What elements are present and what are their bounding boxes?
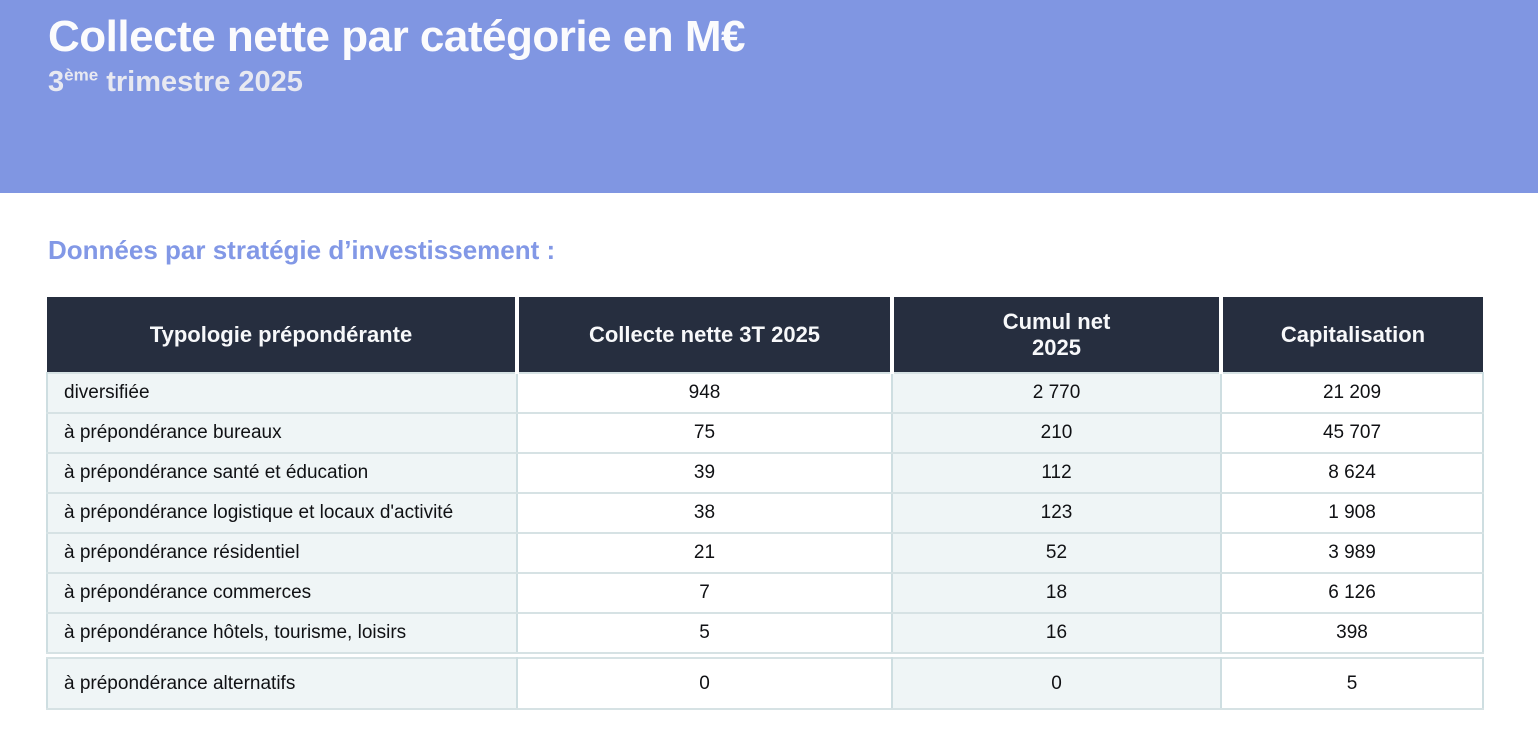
row-label-cell: à prépondérance santé et éducation [46, 452, 518, 494]
header-banner: Collecte nette par catégorie en M€ 3ème … [0, 0, 1538, 193]
data-table: Typologie prépondérante Collecte nette 3… [46, 297, 1484, 710]
collecte-nette-value-cell: 7 [516, 572, 893, 614]
table-header-row: Typologie prépondérante Collecte nette 3… [47, 297, 1483, 373]
row-label-cell: à prépondérance alternatifs [46, 657, 518, 710]
section-heading: Données par stratégie d’investissement : [48, 235, 556, 265]
table-row: à prépondérance bureaux 75 210 45 707 [46, 412, 1484, 454]
row-label-cell: à prépondérance résidentiel [46, 532, 518, 574]
capitalisation-value-cell: 3 989 [1220, 532, 1484, 574]
row-spacer [47, 652, 1483, 658]
capitalisation-value-cell: 398 [1220, 612, 1484, 654]
table-row: à prépondérance santé et éducation 39 112 8… [46, 452, 1484, 494]
cumul-net-value-cell: 16 [891, 612, 1222, 654]
table-row: à prépondérance logistique et locaux d'a… [46, 492, 1484, 534]
collecte-nette-value-cell: 0 [516, 657, 893, 710]
collecte-nette-value-cell: 948 [516, 372, 893, 414]
capitalisation-value-cell: 21 209 [1220, 372, 1484, 414]
column-header-cumul-net: Cumul net 2025 [890, 297, 1221, 373]
row-label-cell: à prépondérance hôtels, tourisme, loisir… [46, 612, 518, 654]
cumul-net-value-cell: 0 [891, 657, 1222, 710]
collecte-nette-value-cell: 39 [516, 452, 893, 494]
subtitle-ordinal-suffix: ème [64, 65, 99, 85]
collecte-nette-value-cell: 75 [516, 412, 893, 454]
collecte-nette-value-cell: 38 [516, 492, 893, 534]
collecte-nette-value-cell: 21 [516, 532, 893, 574]
table-row: à prépondérance résidentiel 21 52 3 989 [46, 532, 1484, 574]
cumul-net-value-cell: 210 [891, 412, 1222, 454]
column-header-capitalisation: Capitalisation [1219, 297, 1483, 373]
capitalisation-value-cell: 1 908 [1220, 492, 1484, 534]
row-label-cell: à prépondérance commerces [46, 572, 518, 614]
cumul-net-value-cell: 123 [891, 492, 1222, 534]
page-title: Collecte nette par catégorie en M€ [48, 12, 746, 61]
table-row: à prépondérance alternatifs 0 0 5 [46, 657, 1484, 710]
capitalisation-value-cell: 45 707 [1220, 412, 1484, 454]
column-header-collecte-nette: Collecte nette 3T 2025 [515, 297, 892, 373]
subtitle-number: 3 [48, 66, 65, 99]
column-header-typologie: Typologie prépondérante [47, 297, 517, 373]
cumul-net-value-cell: 18 [891, 572, 1222, 614]
cumul-net-value-cell: 2 770 [891, 372, 1222, 414]
capitalisation-value-cell: 8 624 [1220, 452, 1484, 494]
table-row: à prépondérance commerces 7 18 6 126 [46, 572, 1484, 614]
row-label-cell: diversifiée [46, 372, 518, 414]
subtitle-text: trimestre 2025 [98, 66, 303, 99]
page-subtitle: 3ème trimestre 2025 [48, 66, 1538, 99]
capitalisation-value-cell: 5 [1220, 657, 1484, 710]
capitalisation-value-cell: 6 126 [1220, 572, 1484, 614]
cumul-net-value-cell: 52 [891, 532, 1222, 574]
table-row: à prépondérance hôtels, tourisme, loisir… [46, 612, 1484, 654]
row-label-cell: à prépondérance logistique et locaux d'a… [46, 492, 518, 534]
cumul-net-value-cell: 112 [891, 452, 1222, 494]
collecte-nette-value-cell: 5 [516, 612, 893, 654]
row-label-cell: à prépondérance bureaux [46, 412, 518, 454]
table-row: diversifiée 948 2 770 21 209 [46, 372, 1484, 414]
